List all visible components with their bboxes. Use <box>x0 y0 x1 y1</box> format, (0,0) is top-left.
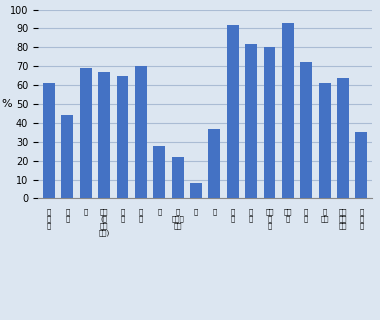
Bar <box>319 83 331 198</box>
Bar <box>80 68 92 198</box>
Bar <box>282 23 294 198</box>
Bar <box>300 62 312 198</box>
Bar <box>264 47 276 198</box>
Bar <box>337 77 349 198</box>
Bar <box>117 76 128 198</box>
Y-axis label: %: % <box>2 99 13 109</box>
Bar <box>98 72 110 198</box>
Bar <box>227 25 239 198</box>
Bar <box>43 83 55 198</box>
Bar <box>355 132 367 198</box>
Bar <box>135 66 147 198</box>
Bar <box>208 129 220 198</box>
Bar <box>172 157 184 198</box>
Bar <box>62 115 73 198</box>
Bar <box>245 44 257 198</box>
Bar <box>153 146 165 198</box>
Bar <box>190 183 202 198</box>
